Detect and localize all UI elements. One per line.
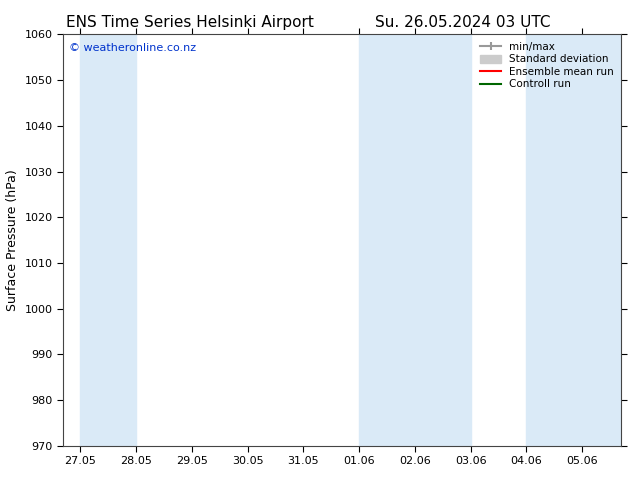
Text: ENS Time Series Helsinki Airport: ENS Time Series Helsinki Airport — [67, 15, 314, 30]
Text: Su. 26.05.2024 03 UTC: Su. 26.05.2024 03 UTC — [375, 15, 550, 30]
Y-axis label: Surface Pressure (hPa): Surface Pressure (hPa) — [6, 169, 19, 311]
Bar — [80, 34, 136, 446]
Bar — [359, 34, 470, 446]
Text: © weatheronline.co.nz: © weatheronline.co.nz — [69, 43, 196, 52]
Legend: min/max, Standard deviation, Ensemble mean run, Controll run: min/max, Standard deviation, Ensemble me… — [478, 40, 616, 92]
Bar — [526, 34, 634, 446]
